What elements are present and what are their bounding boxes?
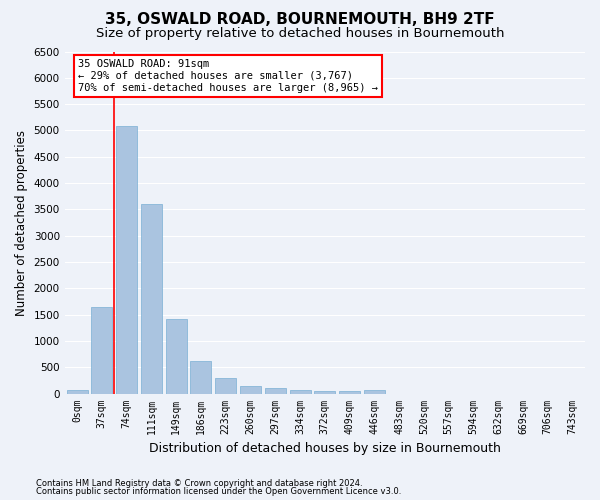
- Bar: [166, 319, 187, 394]
- Bar: [215, 378, 236, 394]
- Bar: [364, 390, 385, 394]
- Bar: [116, 126, 137, 394]
- Text: Contains public sector information licensed under the Open Government Licence v3: Contains public sector information licen…: [36, 487, 401, 496]
- Bar: [141, 204, 162, 394]
- Bar: [240, 386, 261, 394]
- Bar: [91, 306, 112, 394]
- Text: 35 OSWALD ROAD: 91sqm
← 29% of detached houses are smaller (3,767)
70% of semi-d: 35 OSWALD ROAD: 91sqm ← 29% of detached …: [78, 60, 378, 92]
- Bar: [190, 361, 211, 394]
- Text: 35, OSWALD ROAD, BOURNEMOUTH, BH9 2TF: 35, OSWALD ROAD, BOURNEMOUTH, BH9 2TF: [105, 12, 495, 28]
- Bar: [290, 390, 311, 394]
- Bar: [265, 388, 286, 394]
- X-axis label: Distribution of detached houses by size in Bournemouth: Distribution of detached houses by size …: [149, 442, 501, 455]
- Y-axis label: Number of detached properties: Number of detached properties: [15, 130, 28, 316]
- Bar: [339, 391, 360, 394]
- Text: Size of property relative to detached houses in Bournemouth: Size of property relative to detached ho…: [96, 28, 504, 40]
- Text: Contains HM Land Registry data © Crown copyright and database right 2024.: Contains HM Land Registry data © Crown c…: [36, 478, 362, 488]
- Bar: [314, 390, 335, 394]
- Bar: [67, 390, 88, 394]
